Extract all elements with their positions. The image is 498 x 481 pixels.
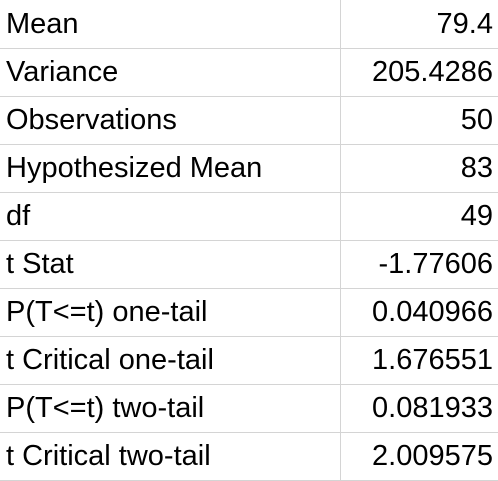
table-row: P(T<=t) two-tail 0.081933	[0, 384, 498, 433]
row-value-cell[interactable]: -1.77606	[340, 240, 498, 289]
table-row: t Stat -1.77606	[0, 240, 498, 289]
table-row: Observations 50	[0, 96, 498, 145]
row-label-cell[interactable]: P(T<=t) two-tail	[0, 384, 341, 433]
row-label-cell[interactable]: t Critical one-tail	[0, 336, 341, 385]
row-value-cell[interactable]: 79.4	[340, 0, 498, 49]
row-value-cell[interactable]: 83	[340, 144, 498, 193]
row-value-cell[interactable]: 0.040966	[340, 288, 498, 337]
table-row: Hypothesized Mean 83	[0, 144, 498, 193]
row-label-cell[interactable]: Variance	[0, 48, 341, 97]
table-row: t Critical one-tail 1.676551	[0, 336, 498, 385]
row-value-cell[interactable]: 49	[340, 192, 498, 241]
table-row: Mean 79.4	[0, 0, 498, 49]
row-value-cell[interactable]: 0.081933	[340, 384, 498, 433]
row-value-cell[interactable]: 1.676551	[340, 336, 498, 385]
table-row: t Critical two-tail 2.009575	[0, 432, 498, 481]
row-label-cell[interactable]: Mean	[0, 0, 341, 49]
row-label-cell[interactable]: Observations	[0, 96, 341, 145]
row-label-cell[interactable]: t Critical two-tail	[0, 432, 341, 481]
table-row: P(T<=t) one-tail 0.040966	[0, 288, 498, 337]
row-label-cell[interactable]: t Stat	[0, 240, 341, 289]
table-row: Variance 205.4286	[0, 48, 498, 97]
row-label-cell[interactable]: df	[0, 192, 341, 241]
row-value-cell[interactable]: 205.4286	[340, 48, 498, 97]
row-value-cell[interactable]: 2.009575	[340, 432, 498, 481]
table-row: df 49	[0, 192, 498, 241]
row-label-cell[interactable]: Hypothesized Mean	[0, 144, 341, 193]
row-label-cell[interactable]: P(T<=t) one-tail	[0, 288, 341, 337]
row-value-cell[interactable]: 50	[340, 96, 498, 145]
